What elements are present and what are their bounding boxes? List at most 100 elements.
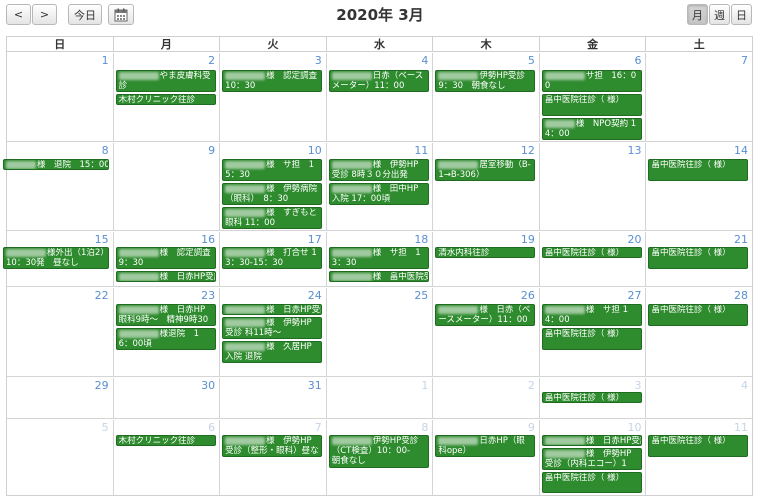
day-cell[interactable]: 14 畠中医院往診（ 様） [646,143,752,230]
redacted-name [225,208,266,217]
day-cell[interactable]: 4 日赤（ベースメーター）11：00 [327,53,434,141]
day-cell[interactable]: 1 [7,53,114,141]
day-cell[interactable]: 6 サ担 16：00 畠中医院往診（ 様） 様 NPO契約 14：00 [540,53,647,141]
calendar-event[interactable]: 様 伊勢HP受診 科11時～ [222,317,323,339]
day-cell[interactable]: 3 様 認定調査 10：30 [220,53,327,141]
day-cell[interactable]: 19 清水内科往診 [433,232,540,286]
calendar-event[interactable]: 様 日赤HP受診 [115,271,216,282]
day-cell[interactable]: 4 [646,378,752,418]
calendar-event[interactable]: 様 退院 15：00 [3,159,109,170]
calendar-event[interactable]: 様 伊勢HP受診 8時３０分出発 [328,159,429,181]
day-number: 13 [627,144,642,157]
day-cell[interactable]: 11 畠中医院往診（ 様） [646,420,752,495]
prev-month-button[interactable]: < [6,4,31,25]
month-view-button[interactable]: 月 [687,4,708,25]
calendar-event[interactable]: 様 認定調査 9：30 [115,247,216,269]
calendar-event[interactable]: 日赤（ベースメーター）11：00 [328,70,429,92]
day-cell[interactable]: 7 [646,53,752,141]
day-number: 15 [94,233,109,246]
day-cell[interactable]: 8 伊勢HP受診（CT検査）10：00- 朝食なし [327,420,434,495]
calendar-event[interactable]: 居室移動（B-1→B-306） [435,159,536,181]
day-cell[interactable]: 12 居室移動（B-1→B-306） [433,143,540,230]
day-cell[interactable]: 2 やま皮膚科受診 木村クリニック往診 [114,53,221,141]
day-cell[interactable]: 21 畠中医院往診（ 様） [646,232,752,286]
calendar-event[interactable]: 様 日赤HP受診 [222,304,323,315]
calendar-event[interactable]: サ担 16：00 [541,70,642,92]
calendar-event[interactable]: 伊勢HP受診（CT検査）10：00- 朝食なし [328,435,429,468]
calendar-event[interactable]: 畠中医院往診（ 様） [541,94,642,116]
day-cell[interactable]: 25 [327,288,434,376]
day-cell[interactable]: 10 様 サ担 15：30 様 伊勢病院（眼科） 8：30 様 すぎもと眼科 1… [220,143,327,230]
calendar-event[interactable]: 畠中医院往診（ 様） [541,392,642,403]
calendar-event[interactable]: 様 すぎもと眼科 11：00 [222,207,323,229]
day-cell[interactable]: 10 様 日赤HP受診 様 伊勢HP受診（内科エコー）10：20 畠中医院往診（… [540,420,647,495]
day-cell[interactable]: 1 [327,378,434,418]
calendar-event[interactable]: 畠中医院往診（ 様） [541,328,642,350]
calendar-event[interactable]: 様 NPO契約 14：00 [541,118,642,140]
day-cell[interactable]: 30 [114,378,221,418]
day-cell[interactable]: 9 [114,143,221,230]
calendar-event[interactable]: 畠中医院往診（ 様） [541,472,642,493]
day-cell[interactable]: 28 畠中医院往診（ 様） [646,288,752,376]
next-month-button[interactable]: > [32,4,57,25]
calendar-event[interactable]: 畠中医院往診（ 様） [541,247,642,258]
calendar-event[interactable]: 様 日赤（ベースメーター）11：00 [435,304,536,326]
day-cell[interactable]: 23 様 日赤HP眼科9時～ 精神9時30分～ 様退院 16：00頃 [114,288,221,376]
calendar-event[interactable]: 畠中医院往診（ 様） [648,159,749,181]
day-cell[interactable]: 29 [7,378,114,418]
calendar-event[interactable]: やま皮膚科受診 [115,70,216,92]
calendar-event[interactable]: 木村クリニック往診 [115,94,216,105]
date-picker-button[interactable] [108,4,134,25]
day-cell[interactable]: 2 [433,378,540,418]
day-cell[interactable]: 7 様 伊勢HP受診（整形・眼科）昼なし [220,420,327,495]
day-cell[interactable]: 27 様 サ担 14：00 畠中医院往診（ 様） [540,288,647,376]
day-number: 5 [527,54,535,67]
calendar-event[interactable]: 畠中医院往診（ 様） [648,304,749,326]
day-cell[interactable]: 26 様 日赤（ベースメーター）11：00 [433,288,540,376]
day-cell[interactable]: 8 様 退院 15：00 [3,143,114,230]
calendar-event[interactable]: 様 伊勢HP受診（整形・眼科）昼なし [222,435,323,457]
day-cell[interactable]: 31 [220,378,327,418]
day-view-button[interactable]: 日 [731,4,752,25]
redacted-name [544,119,575,128]
day-cell[interactable]: 17 様 打合せ 13：30-15：30 [220,232,327,286]
day-cell[interactable]: 11 様 伊勢HP受診 8時３０分出発 様 田中HP入院 17：00頃 [327,143,434,230]
calendar-event[interactable]: 様 伊勢病院（眼科） 8：30 [222,183,323,205]
day-cell[interactable]: 9 日赤HP（眼科ope） [433,420,540,495]
calendar-event[interactable]: 様 サ担 14：00 [541,304,642,326]
calendar-event[interactable]: 様 サ担 13：30 [328,247,429,269]
day-cell[interactable]: 6 木村クリニック往診 [114,420,221,495]
event-text: 畠中医院往診（ 様） [544,393,625,403]
day-cell[interactable]: 5 伊勢HP受診 9：30 朝食なし [433,53,540,141]
day-cell[interactable]: 5 [7,420,114,495]
calendar-event[interactable]: 様 伊勢HP受診（内科エコー）10：20 [541,448,642,470]
day-cell[interactable]: 24 様 日赤HP受診 様 伊勢HP受診 科11時～ 様 久居HP入院 退院 [220,288,327,376]
calendar-event[interactable]: 様 打合せ 13：30-15：30 [222,247,323,269]
redacted-name [225,160,266,169]
week-view-button[interactable]: 週 [709,4,730,25]
chevron-right-icon: > [39,8,50,21]
calendar-event[interactable]: 日赤HP（眼科ope） [435,435,536,457]
calendar-event[interactable]: 様 サ担 15：30 [222,159,323,181]
day-cell[interactable]: 15 様外出（1泊2）10：30発 昼なし [3,232,114,286]
day-cell[interactable]: 13 [540,143,647,230]
calendar-event[interactable]: 清水内科往診 [435,247,536,258]
day-cell[interactable]: 18 様 サ担 13：30 様 畠中医院受診 [327,232,434,286]
calendar-event[interactable]: 様 認定調査 10：30 [222,70,323,92]
day-cell[interactable]: 16 様 認定調査 9：30 様 日赤HP受診 [114,232,221,286]
day-cell[interactable]: 20 畠中医院往診（ 様） [540,232,647,286]
calendar-event[interactable]: 木村クリニック往診 [115,435,216,446]
day-cell[interactable]: 3 畠中医院往診（ 様） [540,378,647,418]
calendar-event[interactable]: 様外出（1泊2）10：30発 昼なし [3,247,109,269]
calendar-event[interactable]: 様 日赤HP受診 [541,435,642,446]
calendar-event[interactable]: 様 日赤HP眼科9時～ 精神9時30分～ [115,304,216,326]
calendar-event[interactable]: 様 畠中医院受診 [328,271,429,282]
calendar-event[interactable]: 様 久居HP入院 退院 [222,341,323,363]
calendar-event[interactable]: 様退院 16：00頃 [115,328,216,350]
calendar-event[interactable]: 畠中医院往診（ 様） [648,435,749,457]
calendar-event[interactable]: 様 田中HP入院 17：00頃 [328,183,429,205]
day-cell[interactable]: 22 [7,288,114,376]
today-button[interactable]: 今日 [68,4,102,25]
calendar-event[interactable]: 畠中医院往診（ 様） [648,247,749,269]
calendar-event[interactable]: 伊勢HP受診 9：30 朝食なし [435,70,536,92]
